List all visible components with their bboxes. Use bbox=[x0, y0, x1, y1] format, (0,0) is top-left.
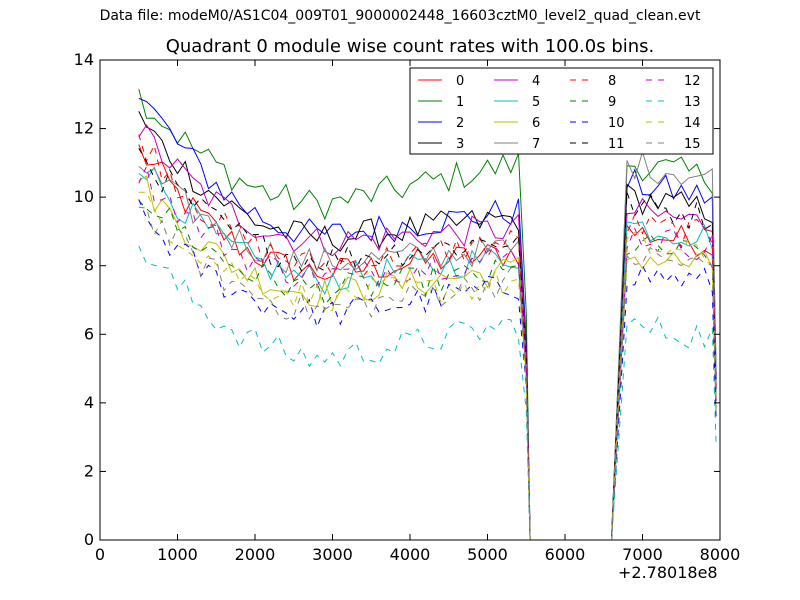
y-tick-label: 2 bbox=[84, 461, 94, 480]
series-line-11 bbox=[138, 148, 717, 541]
y-tick-label: 10 bbox=[74, 187, 94, 206]
series-line-5 bbox=[138, 166, 717, 541]
x-tick-label: 5000 bbox=[467, 545, 508, 564]
series-line-8 bbox=[138, 134, 717, 541]
series-line-13 bbox=[138, 245, 717, 541]
legend-label-0: 0 bbox=[456, 74, 464, 89]
legend-label-11: 11 bbox=[608, 137, 625, 152]
y-tick-label: 6 bbox=[84, 324, 94, 343]
legend-label-4: 4 bbox=[532, 74, 540, 89]
x-tick-label: 2000 bbox=[235, 545, 276, 564]
x-axis-offset-label: +2.78018e8 bbox=[618, 563, 718, 582]
y-tick-label: 14 bbox=[74, 50, 94, 69]
series-line-3 bbox=[138, 111, 717, 541]
chart-suptitle: Data file: modeM0/AS1C04_009T01_90000024… bbox=[99, 8, 701, 24]
y-tick-label: 12 bbox=[74, 119, 94, 138]
series-layer bbox=[138, 88, 717, 541]
legend-label-9: 9 bbox=[608, 95, 616, 110]
x-tick-label: 6000 bbox=[545, 545, 586, 564]
x-tick-label: 7000 bbox=[622, 545, 663, 564]
legend-label-2: 2 bbox=[456, 116, 464, 131]
legend-label-15: 15 bbox=[684, 137, 701, 152]
legend-label-14: 14 bbox=[684, 116, 701, 131]
y-tick-label: 8 bbox=[84, 256, 94, 275]
legend-label-3: 3 bbox=[456, 137, 464, 152]
legend-label-1: 1 bbox=[456, 95, 464, 110]
series-line-7 bbox=[138, 150, 717, 541]
series-line-0 bbox=[138, 144, 717, 541]
chart-title: Quadrant 0 module wise count rates with … bbox=[165, 36, 655, 57]
series-line-14 bbox=[138, 191, 717, 541]
legend-label-6: 6 bbox=[532, 116, 540, 131]
y-tick-label: 4 bbox=[84, 393, 94, 412]
series-line-4 bbox=[138, 124, 717, 541]
x-tick-label: 3000 bbox=[312, 545, 353, 564]
x-tick-label: 4000 bbox=[390, 545, 431, 564]
series-line-1 bbox=[138, 88, 717, 541]
legend-label-12: 12 bbox=[684, 74, 701, 89]
series-line-12 bbox=[138, 164, 717, 541]
series-line-10 bbox=[138, 199, 717, 541]
legend-box bbox=[409, 67, 714, 155]
legend-label-7: 7 bbox=[532, 137, 540, 152]
legend-label-10: 10 bbox=[608, 116, 625, 131]
x-tick-label: 1000 bbox=[157, 545, 198, 564]
series-line-9 bbox=[138, 200, 717, 541]
series-line-2 bbox=[138, 97, 717, 541]
series-line-6 bbox=[138, 175, 717, 541]
legend-label-5: 5 bbox=[532, 95, 540, 110]
ticks-layer: 0 1000 2000 3000 4000 5000 6000 7000 80000246810… bbox=[74, 50, 741, 564]
x-tick-label: 8000 bbox=[700, 545, 741, 564]
x-tick-label: 0 bbox=[95, 545, 105, 564]
legend-label-13: 13 bbox=[684, 95, 701, 110]
legend-label-8: 8 bbox=[608, 74, 616, 89]
y-tick-label: 0 bbox=[84, 530, 94, 549]
series-line-15 bbox=[138, 206, 717, 541]
